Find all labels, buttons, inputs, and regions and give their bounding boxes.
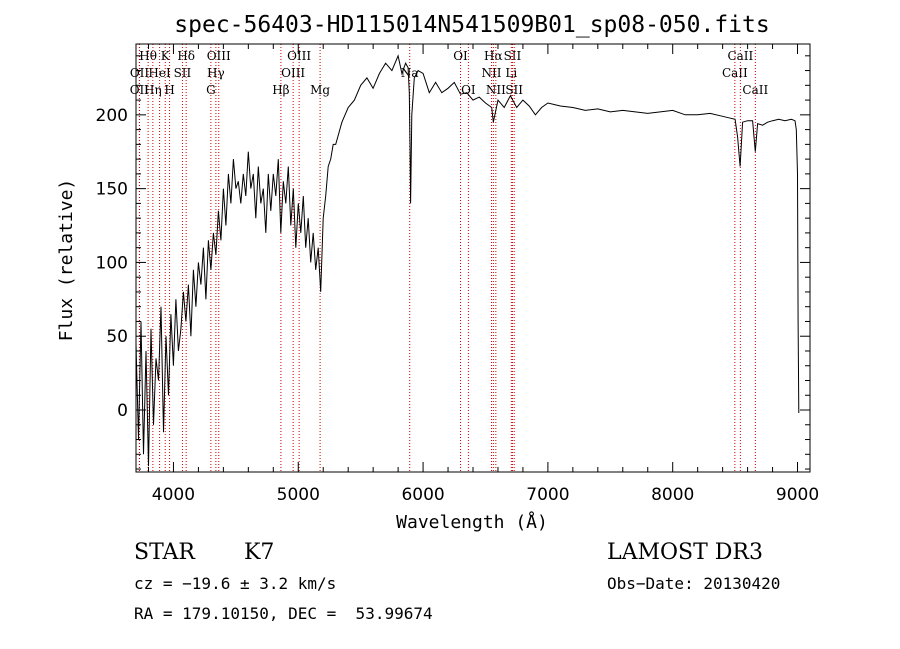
y-tick-label: 50 <box>106 327 128 347</box>
x-tick-label: 9000 <box>776 485 819 505</box>
spectral-line-label: Li <box>505 66 517 80</box>
spectral-line-label: Mg <box>310 83 330 97</box>
x-tick-label: 5000 <box>277 485 320 505</box>
spectral-line-label: OII <box>130 66 150 80</box>
spectral-line-label: SII <box>505 83 523 97</box>
plot-area: OIIOIIHθHηHeIKHSIIHδGHγOIIIHβOIIIOIIIMgN… <box>130 44 800 472</box>
spectral-line-label: NII <box>481 66 501 80</box>
object-type: STAR <box>134 540 195 565</box>
spectral-line-label: SII <box>504 49 522 63</box>
spectral-line-label: OIII <box>287 49 311 63</box>
spectral-line-label: OI <box>453 49 468 63</box>
y-tick-label: 150 <box>96 180 128 200</box>
spectral-line-label: SII <box>174 66 192 80</box>
plot-frame <box>135 43 811 473</box>
x-tick-label: 4000 <box>152 485 195 505</box>
spectral-line-label: NII <box>486 83 506 97</box>
survey-name: LAMOST DR3 <box>607 540 763 565</box>
x-tick-label: 7000 <box>526 485 569 505</box>
y-axis-label: Flux (relative) <box>56 179 77 342</box>
x-tick-label: 6000 <box>401 485 444 505</box>
object-subclass: K7 <box>244 540 275 565</box>
spectral-line-label: Hη <box>144 83 162 97</box>
spectral-line-label: Hα <box>484 49 503 63</box>
spectral-line-label: Hδ <box>177 49 195 63</box>
spectral-line-label: OIII <box>281 66 305 80</box>
spectral-line-label: H <box>164 83 174 97</box>
spectrum-series-line <box>135 54 800 467</box>
y-tick-label: 200 <box>96 106 128 126</box>
spectral-line-label: CaII <box>727 49 753 63</box>
spectral-line-label: G <box>206 83 216 97</box>
coordinates: RA = 179.10150, DEC = 53.99674 <box>134 604 433 623</box>
spectral-line-label: Hθ <box>139 49 157 63</box>
y-tick-label: 100 <box>96 253 128 273</box>
spectral-line-label: Hγ <box>207 66 225 80</box>
spectral-line-label: HeI <box>148 66 171 80</box>
spectral-line-label: Na <box>401 66 419 80</box>
spectral-line-label: OIII <box>207 49 231 63</box>
y-tick-label: 0 <box>117 401 128 421</box>
chart-title: spec-56403-HD115014N541509B01_sp08-050.f… <box>174 12 769 38</box>
spectral-line-label: Hβ <box>272 83 289 97</box>
spectral-line-label: K <box>161 49 171 63</box>
x-axis-label: Wavelength (Å) <box>396 511 548 533</box>
redshift-cz: cz = −19.6 ± 3.2 km/s <box>134 574 337 593</box>
observation-date: Obs−Date: 20130420 <box>607 574 781 593</box>
x-tick-label: 8000 <box>651 485 694 505</box>
spectral-line-label: CaII <box>722 66 748 80</box>
spectral-line-label: CaII <box>742 83 768 97</box>
